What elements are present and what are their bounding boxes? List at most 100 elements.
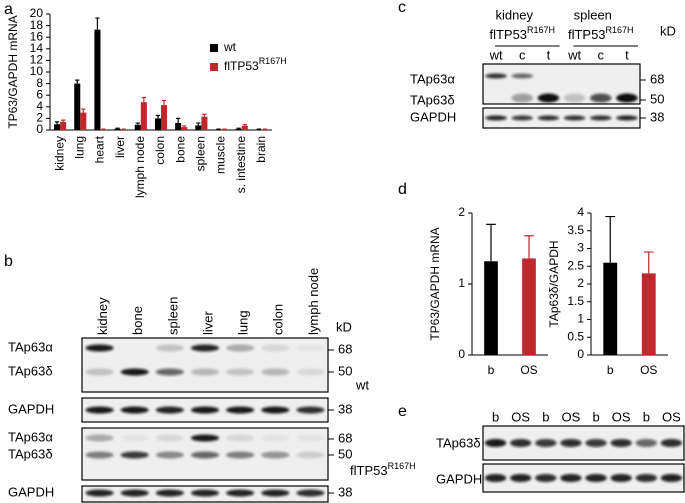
bar bbox=[175, 123, 182, 130]
lane-label: c bbox=[519, 47, 526, 62]
unit-label: kD bbox=[660, 23, 676, 38]
x-tick-label: OS bbox=[640, 363, 657, 377]
x-tick-label: b bbox=[488, 363, 495, 377]
blot-band bbox=[226, 344, 255, 352]
blot-band bbox=[560, 439, 582, 447]
lane-label: t bbox=[547, 47, 551, 62]
blot-band bbox=[535, 474, 557, 482]
error-bar bbox=[242, 124, 247, 126]
row-label: GAPDH bbox=[8, 401, 54, 416]
blot-band bbox=[261, 344, 290, 352]
y-tick-label: 4 bbox=[36, 99, 43, 113]
lane-label: c bbox=[598, 47, 605, 62]
error-bar bbox=[182, 125, 187, 128]
blot-band bbox=[590, 93, 612, 103]
lane-label: lymph node bbox=[306, 268, 321, 335]
y-tick-label: 2 bbox=[458, 205, 465, 219]
y-tick-label: 1 bbox=[458, 276, 465, 290]
blot-band bbox=[635, 474, 657, 482]
x-tick-label: kidney bbox=[52, 136, 66, 171]
y-tick-label: 10 bbox=[30, 64, 44, 78]
blot-band bbox=[226, 489, 255, 497]
lane-label: b bbox=[643, 409, 650, 424]
bar bbox=[60, 121, 67, 130]
blot-band bbox=[226, 434, 255, 442]
blot-band bbox=[120, 406, 149, 414]
error-bar bbox=[196, 122, 201, 126]
legend-label-sup: R167H bbox=[259, 56, 287, 66]
blot-band bbox=[85, 406, 114, 414]
blot-band bbox=[484, 474, 507, 482]
legend-label: flTP53R167H bbox=[224, 56, 287, 73]
blot-band bbox=[120, 451, 149, 459]
blot-band bbox=[261, 434, 290, 442]
y-tick-label: 20 bbox=[30, 6, 44, 20]
error-bar bbox=[95, 17, 100, 30]
y-tick-label: 2.5 bbox=[567, 258, 584, 272]
x-tick-label: spleen bbox=[194, 136, 208, 171]
blot-band bbox=[226, 451, 255, 459]
marker-label: 50 bbox=[338, 446, 352, 461]
y-tick-label: 2 bbox=[36, 111, 43, 125]
blot-band bbox=[120, 368, 149, 376]
y-tick-label: 0 bbox=[577, 347, 584, 361]
blot-band bbox=[510, 474, 532, 482]
error-bar bbox=[54, 121, 60, 125]
row-label: TAp63δ bbox=[436, 435, 481, 450]
blot-band bbox=[560, 474, 582, 482]
bar bbox=[161, 105, 168, 130]
y-tick-label: 2 bbox=[577, 276, 584, 290]
marker-label: 50 bbox=[650, 91, 664, 106]
group-label-main: flTP53 bbox=[568, 27, 606, 42]
row-label: TAp63α bbox=[8, 339, 53, 354]
blot-band bbox=[296, 406, 325, 414]
blot-band bbox=[190, 368, 220, 376]
y-tick-label: 4 bbox=[577, 205, 584, 219]
y-tick-label: 0 bbox=[458, 347, 465, 361]
lane-label: liver bbox=[200, 310, 215, 335]
lane-label: b bbox=[592, 409, 599, 424]
marker-label: 38 bbox=[338, 401, 352, 416]
bar bbox=[74, 83, 81, 130]
blot-band bbox=[261, 406, 290, 414]
bar bbox=[603, 262, 618, 355]
bar bbox=[140, 102, 147, 130]
row-label: TAp63α bbox=[8, 429, 53, 444]
y-tick-label: 18 bbox=[30, 18, 44, 32]
row-label: TAp63δ bbox=[8, 446, 53, 461]
error-bar bbox=[81, 108, 86, 113]
lane-label: spleen bbox=[165, 297, 180, 335]
error-bar bbox=[135, 122, 140, 125]
blot-band bbox=[511, 93, 533, 103]
x-tick-label: OS bbox=[520, 363, 537, 377]
blot-band bbox=[155, 489, 184, 497]
x-tick-label: b bbox=[607, 363, 614, 377]
blot-band bbox=[155, 434, 184, 442]
group-label: kidney bbox=[495, 7, 533, 22]
blot-band bbox=[226, 368, 255, 376]
blot-band bbox=[485, 115, 507, 121]
y-tick-label: 0.5 bbox=[567, 329, 584, 343]
group-label-sup: R167H bbox=[388, 461, 416, 471]
blot-band bbox=[511, 73, 533, 79]
lane-label: colon bbox=[271, 304, 286, 335]
error-bar bbox=[202, 113, 207, 117]
blot-band bbox=[190, 489, 220, 497]
unit-label: kD bbox=[336, 319, 352, 334]
bar bbox=[181, 127, 188, 130]
y-axis-label: TP63/GAPDH mRNA bbox=[6, 15, 20, 128]
panel-label: b bbox=[4, 253, 13, 270]
blot-band bbox=[261, 489, 290, 497]
row-label: TAp63δ bbox=[8, 363, 53, 378]
panel-label: d bbox=[398, 181, 407, 198]
row-label: TAp63δ bbox=[410, 92, 455, 107]
error-bar bbox=[486, 223, 496, 262]
blot-band bbox=[261, 451, 290, 459]
error-bar bbox=[60, 119, 66, 122]
blot-band bbox=[296, 344, 325, 352]
blot-band bbox=[296, 489, 325, 497]
y-tick-label: 6 bbox=[36, 87, 43, 101]
blot-band bbox=[485, 73, 507, 79]
lane-label: wt bbox=[567, 47, 581, 62]
blot-band bbox=[261, 368, 290, 376]
